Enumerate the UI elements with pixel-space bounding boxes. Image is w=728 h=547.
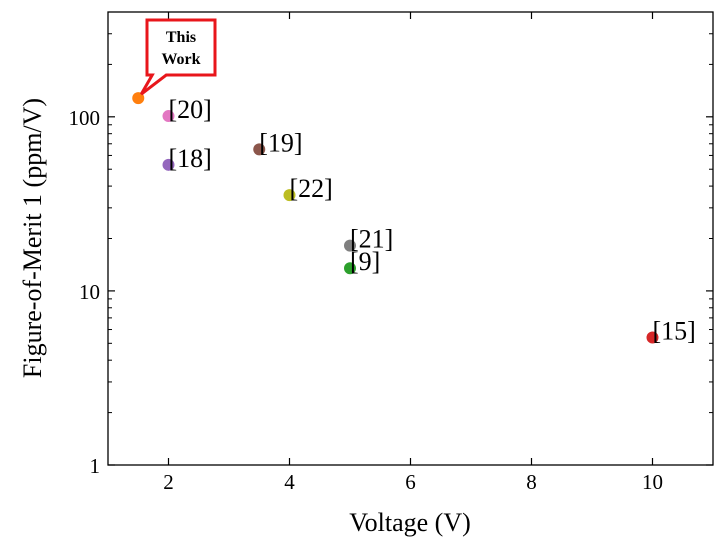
data-point-label: [21] [350,225,393,254]
x-tick-label: 10 [642,470,663,494]
data-point-label: [15] [653,316,696,345]
y-tick-label: 100 [69,106,101,130]
callout-text-line: Work [161,51,200,68]
data-point [646,331,659,344]
x-tick-label: 4 [284,470,295,494]
plot-frame [107,11,714,466]
x-tick-label: 6 [405,470,416,494]
callout-text-line: This [166,29,196,46]
data-point-label: [18] [169,144,212,173]
data-point-label: [20] [169,95,212,124]
data-point [344,262,356,275]
data-point [344,239,356,252]
data-point-label: [22] [290,174,333,203]
callout-box [139,18,217,96]
x-tick-label: 2 [163,470,174,494]
data-point [162,158,175,171]
x-tick-label: 8 [526,470,537,494]
data-point [283,189,296,202]
data-point [162,110,175,123]
data-point-label: [19] [259,128,302,157]
data-point [253,143,266,156]
x-axis-label: Voltage (V) [349,508,471,537]
data-point-label: [9] [350,247,380,276]
y-axis-label: Figure-of-Merit 1 (ppm/V) [18,98,47,378]
y-tick-label: 10 [79,280,100,304]
data-point [132,92,145,105]
y-tick-label: 1 [90,454,101,478]
